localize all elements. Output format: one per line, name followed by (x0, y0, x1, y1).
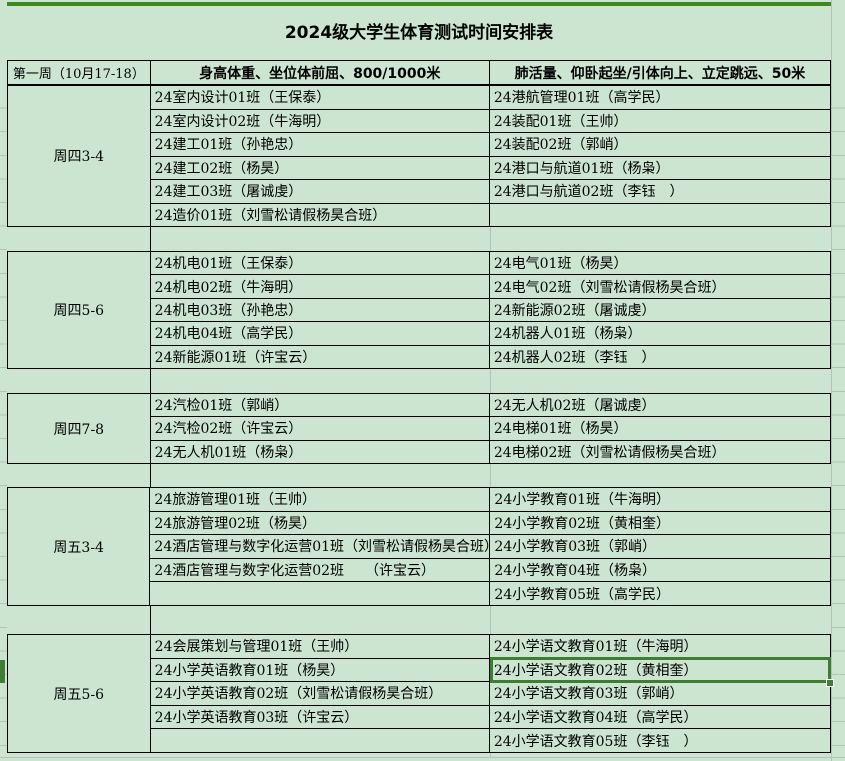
mid-column: 24旅游管理01班（王帅） 24旅游管理02班（杨昊） 24酒店管理与数字化运营… (150, 488, 491, 605)
class-cell[interactable]: 24港口与航道01班（杨枭） (489, 157, 830, 180)
class-cell[interactable]: 24室内设计01班（王保泰） (150, 86, 489, 110)
class-cell[interactable]: 24无人机01班（杨枭） (154, 444, 303, 461)
section-thu-5-6: 周四5-6 24机电01班（王保泰） 24机电02班（牛海明） 24机电03班（… (7, 251, 831, 369)
mid-column: 24室内设计01班（王保泰） 24室内设计02班（牛海明） 24建工01班（孙艳… (150, 86, 490, 226)
class-cell[interactable]: 24机电04班（高学民） (150, 322, 489, 346)
class-cell[interactable]: 24小学英语教育01班（杨昊） (150, 659, 489, 683)
class-cell[interactable]: 24小学语文教育05班（李钰 ） (493, 733, 698, 750)
class-cell[interactable]: 24小学教育05班（高学民） (494, 586, 671, 603)
header-row: 第一周（10月17-18） 身高体重、坐位体前屈、800/1000米 肺活量、仰… (7, 60, 831, 85)
class-cell[interactable]: 24港航管理01班（高学民） (489, 86, 830, 110)
empty-cell[interactable] (150, 582, 489, 605)
spacer-row (7, 227, 831, 251)
section-fri-3-4: 周五3-4 24旅游管理01班（王帅） 24旅游管理02班（杨昊） 24酒店管理… (7, 487, 831, 606)
period-cell[interactable]: 周四5-6 (8, 252, 151, 368)
class-cell[interactable]: 24小学教育03班（郭峭） (490, 535, 830, 559)
class-cell[interactable]: 24机电02班（牛海明） (150, 275, 489, 299)
class-cell[interactable]: 24无人机02班（屠诚虔） (489, 394, 830, 418)
class-cell[interactable]: 24机器人01班（杨枭） (489, 322, 830, 346)
class-cell[interactable]: 24小学语文教育03班（郭峭） (489, 682, 830, 706)
period-cell[interactable]: 周五3-4 (8, 488, 151, 605)
class-cell[interactable]: 24电梯01班（杨昊） (489, 417, 830, 441)
class-cell[interactable]: 24新能源02班（屠诚虔） (489, 299, 830, 323)
class-cell[interactable]: 24酒店管理与数字化运营02班 （许宝云） (150, 559, 490, 583)
header-week-cell[interactable]: 第一周（10月17-18） (8, 61, 151, 84)
right-column: 24小学教育01班（牛海明） 24小学教育02班（黄相奎） 24小学教育03班（… (490, 488, 830, 605)
mid-column: 24汽检01班（郭峭） 24汽检02班（许宝云） 24无人机01班（杨枭） (150, 394, 490, 463)
mid-column: 24机电01班（王保泰） 24机电02班（牛海明） 24机电03班（孙艳忠） 2… (150, 252, 490, 368)
section-thu-3-4: 周四3-4 24室内设计01班（王保泰） 24室内设计02班（牛海明） 24建工… (7, 85, 831, 227)
empty-cell[interactable] (151, 729, 489, 752)
class-cell[interactable]: 24建工03班（屠诚虔） (150, 180, 489, 204)
right-column: 24港航管理01班（高学民） 24装配01班（王帅） 24装配02班（郭峭） 2… (489, 86, 830, 227)
header-test-group-2-cell[interactable]: 肺活量、仰卧起坐/引体向上、立定跳远、50米 (514, 65, 806, 82)
class-cell[interactable]: 24新能源01班（许宝云） (154, 349, 317, 366)
spacer-divider (150, 369, 151, 393)
period-cell[interactable]: 周五5-6 (8, 635, 151, 752)
class-cell[interactable]: 24港口与航道02班（李钰 ） (489, 180, 830, 204)
class-cell[interactable]: 24小学语文教育01班（牛海明） (489, 635, 830, 659)
right-column: 24无人机02班（屠诚虔） 24电梯01班（杨昊） 24电梯02班（刘雪松请假杨… (489, 394, 830, 463)
header-test-group-1-cell[interactable]: 身高体重、坐位体前屈、800/1000米 (151, 61, 490, 84)
class-cell[interactable]: 24建工01班（孙艳忠） (150, 133, 489, 157)
class-cell[interactable]: 24小学语文教育04班（高学民） (489, 706, 830, 730)
right-strip-gridlines (832, 85, 845, 757)
class-cell[interactable]: 24旅游管理02班（杨昊） (150, 512, 490, 536)
page-title[interactable]: 2024级大学生体育测试时间安排表 (284, 23, 554, 43)
class-cell[interactable]: 24小学教育02班（黄相奎） (490, 512, 830, 536)
class-cell[interactable]: 24电气02班（刘雪松请假杨昊合班） (489, 275, 830, 299)
section-fri-5-6: 周五5-6 24会展策划与管理01班（王帅） 24小学英语教育01班（杨昊） 2… (7, 634, 831, 753)
class-cell[interactable]: 24小学英语教育03班（许宝云） (150, 706, 489, 730)
spacer-divider (150, 464, 151, 487)
spacer-divider (150, 606, 151, 634)
class-cell[interactable]: 24会展策划与管理01班（王帅） (150, 635, 489, 659)
spacer-row (7, 369, 831, 393)
class-cell[interactable]: 24电梯02班（刘雪松请假杨昊合班） (493, 444, 726, 461)
cell-selection-outline[interactable] (490, 657, 831, 683)
spacer-row (7, 464, 831, 487)
section-thu-7-8: 周四7-8 24汽检01班（郭峭） 24汽检02班（许宝云） 24无人机01班（… (7, 393, 831, 464)
class-cell[interactable]: 24机电03班（孙艳忠） (150, 299, 489, 323)
class-cell[interactable]: 24机器人02班（李钰 ） (493, 349, 656, 366)
period-cell[interactable]: 周四7-8 (8, 394, 151, 463)
right-strip-divider-gridline (831, 0, 832, 761)
class-cell[interactable]: 24汽检02班（许宝云） (150, 417, 489, 441)
bottom-gridline (0, 757, 845, 758)
fill-handle[interactable] (826, 679, 834, 687)
spacer-divider (150, 227, 151, 251)
class-cell[interactable]: 24小学教育04班（杨枭） (490, 559, 830, 583)
class-cell[interactable]: 24建工02班（杨昊） (150, 157, 489, 180)
class-cell[interactable]: 24电气01班（杨昊） (489, 252, 830, 276)
left-margin-gridlines (0, 85, 7, 757)
right-column: 24电气01班（杨昊） 24电气02班（刘雪松请假杨昊合班） 24新能源02班（… (489, 252, 830, 368)
class-cell[interactable]: 24旅游管理01班（王帅） (150, 488, 490, 512)
class-cell[interactable]: 24酒店管理与数字化运营01班（刘雪松请假杨昊合班） (150, 535, 490, 559)
spacer-row (7, 606, 831, 634)
row-header-highlight (0, 660, 5, 683)
class-cell[interactable]: 24室内设计02班（牛海明） (150, 110, 489, 133)
period-cell[interactable]: 周四3-4 (8, 86, 151, 226)
class-cell[interactable]: 24机电01班（王保泰） (150, 252, 489, 276)
class-cell[interactable]: 24造价01班（刘雪松请假杨昊合班） (154, 207, 387, 224)
class-cell[interactable]: 24装配02班（郭峭） (489, 133, 830, 157)
class-cell[interactable]: 24小学教育01班（牛海明） (490, 488, 830, 512)
empty-cell[interactable] (490, 204, 830, 227)
mid-column: 24会展策划与管理01班（王帅） 24小学英语教育01班（杨昊） 24小学英语教… (150, 635, 490, 752)
class-cell[interactable]: 24小学英语教育02班（刘雪松请假杨昊合班） (150, 682, 489, 706)
right-column: 24小学语文教育01班（牛海明） 24小学语文教育02班（黄相奎） 24小学语文… (489, 635, 830, 752)
class-cell[interactable]: 24汽检01班（郭峭） (150, 394, 489, 418)
class-cell[interactable]: 24装配01班（王帅） (489, 110, 830, 133)
accent-line (7, 2, 831, 6)
